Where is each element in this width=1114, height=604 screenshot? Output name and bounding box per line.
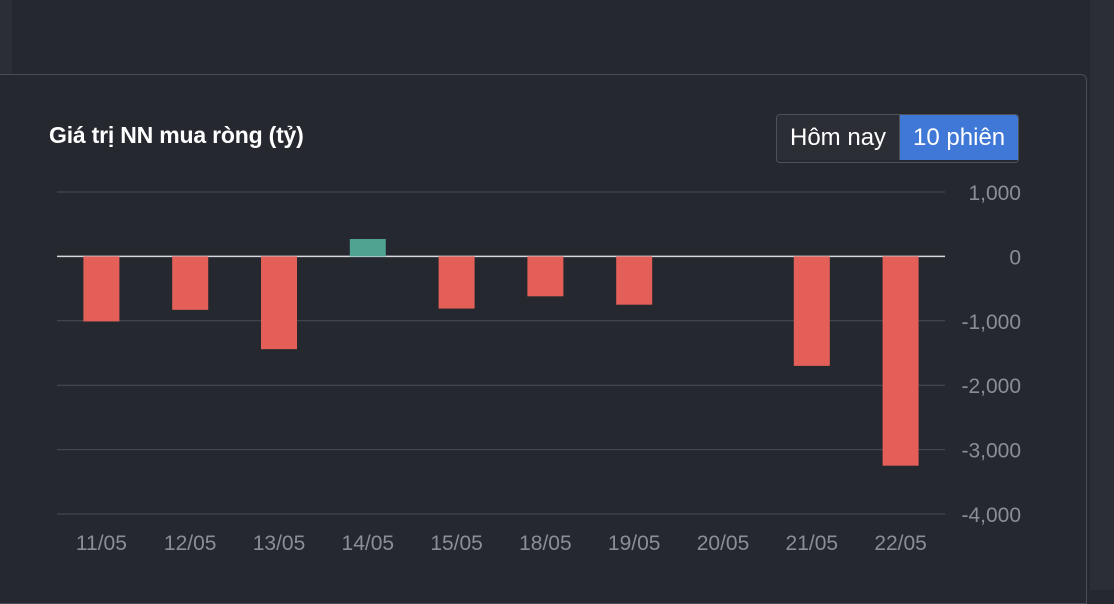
y-tick-label: 1,000 <box>968 182 1021 205</box>
bar-11-05[interactable] <box>83 256 120 322</box>
net-buy-bar-chart: 1,000 0 -1,000 -2,000 -3,000 -4,000 11/05 12/0… <box>57 182 1021 555</box>
x-tick-label: 13/05 <box>253 532 306 555</box>
x-tick-label: 20/05 <box>697 532 750 555</box>
ten-sessions-button[interactable]: 10 phiên <box>899 115 1019 160</box>
bar-18-05[interactable] <box>527 256 564 297</box>
x-tick-label: 21/05 <box>786 532 839 555</box>
x-tick-label: 22/05 <box>874 532 927 555</box>
bar-19-05[interactable] <box>616 256 653 305</box>
bars <box>83 239 919 466</box>
period-toggle: Hôm nay 10 phiên <box>776 114 1020 163</box>
y-tick-label: -2,000 <box>961 375 1021 398</box>
bar-13-05[interactable] <box>261 256 297 350</box>
x-tick-label: 14/05 <box>342 532 395 555</box>
bar-14-05[interactable] <box>349 239 386 257</box>
x-tick-label: 15/05 <box>430 532 483 555</box>
y-axis-ticks: 1,000 0 -1,000 -2,000 -3,000 -4,000 <box>961 182 1021 527</box>
x-tick-label: 12/05 <box>164 532 217 555</box>
bar-21-05[interactable] <box>793 256 830 366</box>
x-axis-ticks: 11/05 12/05 13/05 14/05 15/05 18/05 19/05 20/05… <box>76 532 927 555</box>
x-tick-label: 11/05 <box>76 532 127 555</box>
chart-title: Giá trị NN mua ròng (tỷ) <box>49 122 304 148</box>
bar-15-05[interactable] <box>438 256 475 309</box>
y-tick-label: 0 <box>1009 246 1021 269</box>
bar-12-05[interactable] <box>172 256 209 310</box>
y-tick-label: -4,000 <box>961 504 1021 527</box>
today-button[interactable]: Hôm nay <box>777 115 900 160</box>
y-tick-label: -1,000 <box>961 311 1021 334</box>
y-tick-label: -3,000 <box>961 440 1021 463</box>
x-tick-label: 19/05 <box>608 532 661 555</box>
right-panel-edge <box>1090 0 1114 590</box>
x-tick-label: 18/05 <box>519 532 572 555</box>
bar-22-05[interactable] <box>882 256 919 466</box>
